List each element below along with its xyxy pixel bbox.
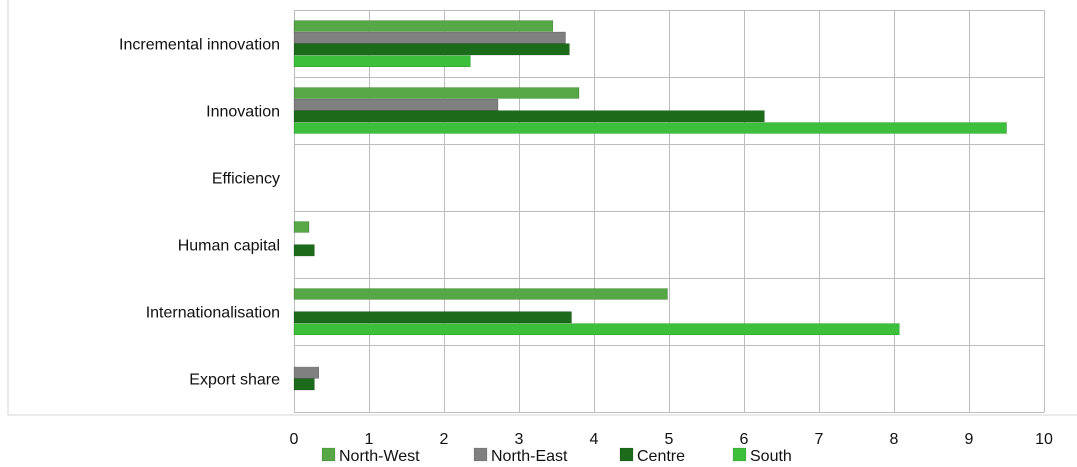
bar-incremental-innovation-north-west [293, 19, 554, 32]
x-tick-label: 9 [965, 431, 974, 448]
legend-swatch-north-east [473, 447, 488, 462]
legend-swatch-north-west [321, 447, 336, 462]
x-tick-label: 1 [365, 431, 374, 448]
legend-label-north-east: North-East [491, 448, 568, 465]
legend-swatch-south [732, 447, 747, 462]
bar-internationalisation-north-west [293, 287, 668, 300]
x-tick-label: 8 [890, 431, 899, 448]
bar-export-share-north-east [293, 366, 320, 379]
category-label-internationalisation: Internationalisation [146, 305, 280, 322]
bar-export-share-centre [293, 378, 315, 391]
bar-innovation-north-east [293, 98, 499, 111]
bar-innovation-centre [293, 110, 765, 123]
legend-swatch-centre [619, 447, 634, 462]
category-labels: Incremental innovation Innovation Efficien… [119, 37, 280, 389]
x-tick-label: 0 [290, 431, 299, 448]
bar-internationalisation-centre [293, 311, 572, 324]
x-tick-label: 6 [740, 431, 749, 448]
x-tick-label: 10 [1035, 431, 1053, 448]
category-label-export-share: Export share [189, 372, 280, 389]
x-tick-label: 5 [665, 431, 674, 448]
bar-innovation-south [293, 122, 1007, 135]
x-tick-label: 2 [440, 431, 449, 448]
legend-label-south: South [750, 448, 792, 465]
category-label-innovation: Innovation [206, 104, 280, 121]
gridlines [294, 10, 1045, 413]
legend: North-West North-East Centre South [321, 447, 792, 465]
bar-incremental-innovation-north-east [293, 31, 566, 44]
x-tick-label: 3 [515, 431, 524, 448]
category-label-human-capital: Human capital [178, 238, 280, 255]
bar-internationalisation-south [293, 323, 900, 336]
x-axis-ticks: 0 1 2 3 4 5 6 7 8 9 10 [290, 431, 1053, 448]
x-tick-label: 7 [815, 431, 824, 448]
x-tick-label: 4 [590, 431, 599, 448]
bar-incremental-innovation-south [293, 55, 471, 68]
category-label-efficiency: Efficiency [212, 171, 280, 188]
bars [293, 19, 1007, 391]
bar-human-capital-north-west [293, 221, 310, 234]
bar-innovation-north-west [293, 87, 580, 100]
bar-human-capital-centre [293, 244, 315, 257]
legend-label-centre: Centre [637, 448, 685, 465]
bar-incremental-innovation-centre [293, 43, 570, 56]
legend-label-north-west: North-West [339, 448, 420, 465]
category-label-incremental-innovation: Incremental innovation [119, 37, 280, 54]
